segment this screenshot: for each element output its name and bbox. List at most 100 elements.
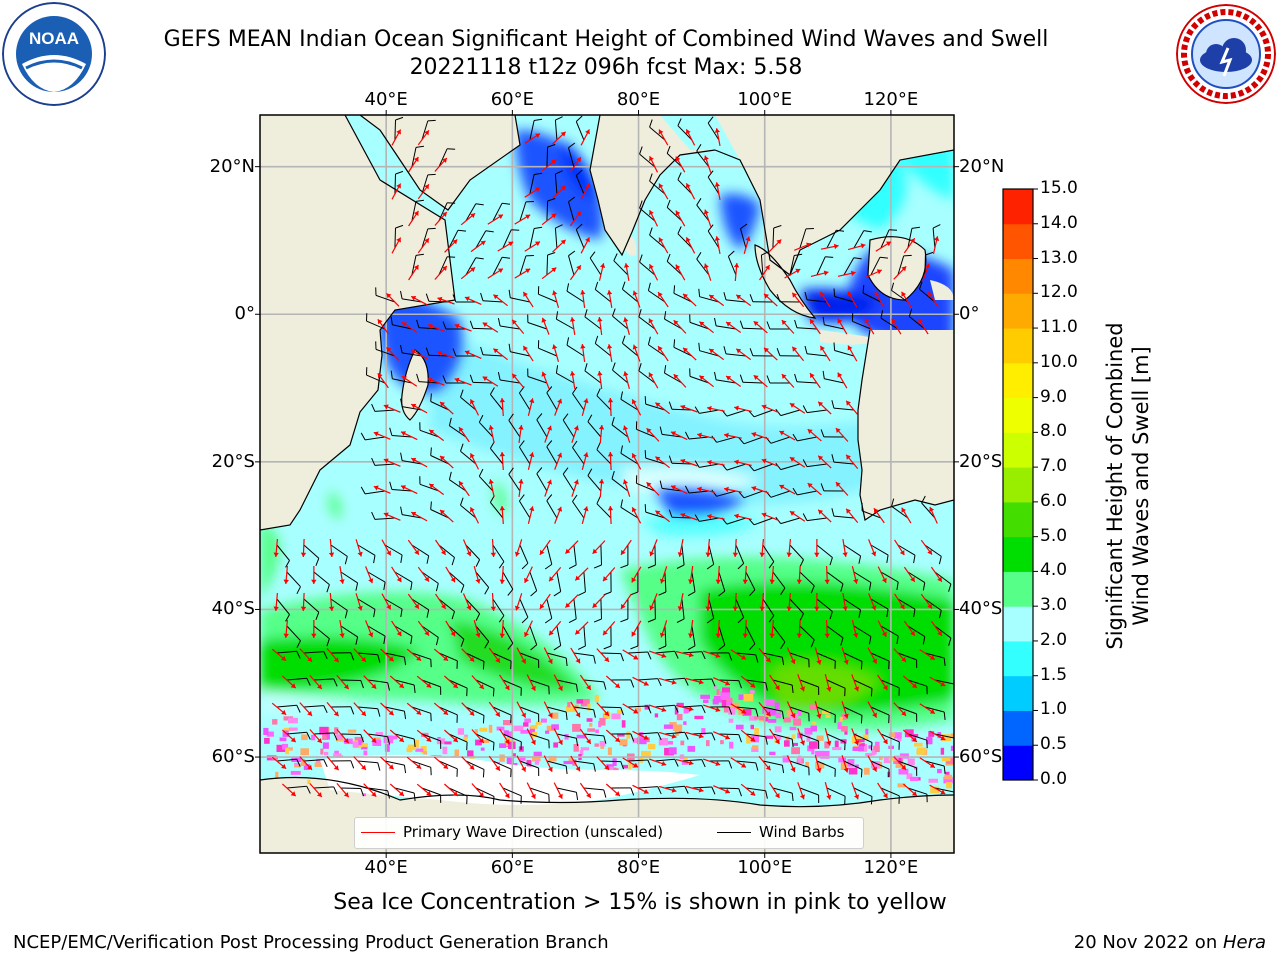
wave-arrow-head xyxy=(597,371,603,376)
wind-barb-flag xyxy=(718,644,726,651)
wave-arrow-head xyxy=(575,766,581,772)
wave-arrow-head xyxy=(443,764,448,769)
wind-barb-staff xyxy=(421,228,429,249)
wave-arrow-head xyxy=(377,319,383,325)
wind-barb-flag xyxy=(620,445,623,454)
wave-arrow-head xyxy=(818,509,824,515)
wave-arrow-head xyxy=(765,711,771,717)
sea-ice-cell xyxy=(859,743,865,747)
wind-barb-staff xyxy=(743,490,764,499)
wave-arrow-head xyxy=(886,241,891,247)
wind-barb-staff xyxy=(357,652,378,656)
wind-barb-flag xyxy=(415,145,424,148)
sea-ice-cell xyxy=(414,739,419,748)
wave-arrow-head xyxy=(933,236,940,241)
wind-barb-staff xyxy=(726,409,747,417)
wind-barb-flag xyxy=(711,732,716,741)
sea-ice-cell xyxy=(793,742,798,746)
sea-ice-cell xyxy=(568,758,573,764)
wave-arrow-head xyxy=(592,548,598,554)
wind-barb-staff xyxy=(843,544,861,557)
wind-barb-flag xyxy=(684,678,689,686)
wave-arrow-head xyxy=(929,709,935,714)
wind-barb-staff xyxy=(806,409,827,414)
wave-arrow-head xyxy=(698,787,704,793)
wave-arrow-head xyxy=(371,791,377,797)
wave-arrow-head xyxy=(317,792,322,797)
wave-arrow-head xyxy=(734,459,739,465)
wind-barb-flag xyxy=(562,467,569,475)
wave-arrow-head xyxy=(383,458,389,464)
wind-barb-staff xyxy=(799,228,807,249)
wind-barb-flag xyxy=(674,651,679,659)
wind-barb-staff xyxy=(772,625,786,643)
wind-barb-flag xyxy=(723,292,727,301)
colorbar-tick-label: 4.0 xyxy=(1040,560,1068,581)
wave-arrow-head xyxy=(820,291,825,297)
wave-arrow-head xyxy=(281,655,287,661)
colorbar-frame xyxy=(1002,188,1034,781)
map-legend: Primary Wave Direction (unscaled) Wind B… xyxy=(354,817,864,849)
wind-barb-flag xyxy=(748,410,755,418)
wave-arrow-head xyxy=(427,377,433,383)
sea-ice-cell xyxy=(534,760,539,765)
wind-barb-staff xyxy=(566,344,585,357)
wind-barb-staff xyxy=(789,652,809,660)
wave-arrow-head xyxy=(649,605,655,611)
wind-barb-staff xyxy=(438,652,458,662)
colorbar-segment xyxy=(1003,223,1033,260)
wind-barb-flag xyxy=(360,432,366,441)
wind-barb-flag xyxy=(658,591,667,596)
wind-barb-flag xyxy=(922,582,926,591)
wind-barb-flag xyxy=(430,447,432,456)
wave-arrow-head xyxy=(396,237,401,243)
wind-barb-staff xyxy=(760,255,764,276)
sea-ice-cell xyxy=(720,691,731,699)
sea-ice-cell xyxy=(694,715,704,720)
wind-barb-flag xyxy=(536,467,543,475)
sea-ice-cell xyxy=(576,699,583,704)
wave-arrow-head xyxy=(751,486,757,492)
wind-barb-staff xyxy=(907,787,928,795)
wind-barb-flag xyxy=(416,319,420,328)
wave-arrow-head xyxy=(837,372,843,378)
wind-barb-staff xyxy=(502,787,522,797)
wave-arrow-head xyxy=(789,511,795,516)
colorbar-segment xyxy=(1003,432,1033,468)
wind-barb-staff xyxy=(500,325,520,330)
wind-barb-staff xyxy=(527,376,548,384)
wind-barb-staff xyxy=(583,733,604,737)
wind-barb-flag xyxy=(612,308,616,317)
wind-barb-flag xyxy=(355,582,359,591)
wave-arrow-head xyxy=(925,263,931,269)
wind-barb-flag xyxy=(696,252,702,260)
wind-barb-staff xyxy=(402,352,422,357)
wind-barb-flag xyxy=(932,224,941,229)
wind-barb-staff xyxy=(934,679,954,685)
wind-barb-flag xyxy=(426,555,430,564)
wave-arrow-head xyxy=(580,290,586,295)
wind-barb-staff xyxy=(762,760,783,766)
colorbar-segment xyxy=(1003,640,1033,677)
wave-arrow-head xyxy=(703,263,709,269)
wind-barb-staff xyxy=(460,504,477,519)
wind-barb-staff xyxy=(465,203,477,222)
wind-barb-flag xyxy=(460,389,464,398)
wind-barb-staff xyxy=(826,679,846,689)
sea-ice-cell xyxy=(567,702,571,708)
wind-barb-staff xyxy=(637,786,658,789)
wind-barb-flag xyxy=(831,400,835,409)
wave-arrow-head xyxy=(643,789,649,794)
wave-arrow-head xyxy=(368,632,374,638)
wave-arrow-head xyxy=(940,789,946,795)
wind-barb-flag xyxy=(748,518,755,526)
wave-arrow-head xyxy=(499,506,505,511)
wind-barb-flag xyxy=(706,563,714,570)
wave-arrow-head xyxy=(547,766,553,772)
wave-arrow-head xyxy=(401,322,407,327)
wind-barb-flag xyxy=(400,398,403,407)
wave-arrow-head xyxy=(765,657,771,663)
wind-barb-staff xyxy=(691,786,712,789)
wind-barb-staff xyxy=(880,571,899,583)
wind-barb-flag xyxy=(508,467,514,475)
